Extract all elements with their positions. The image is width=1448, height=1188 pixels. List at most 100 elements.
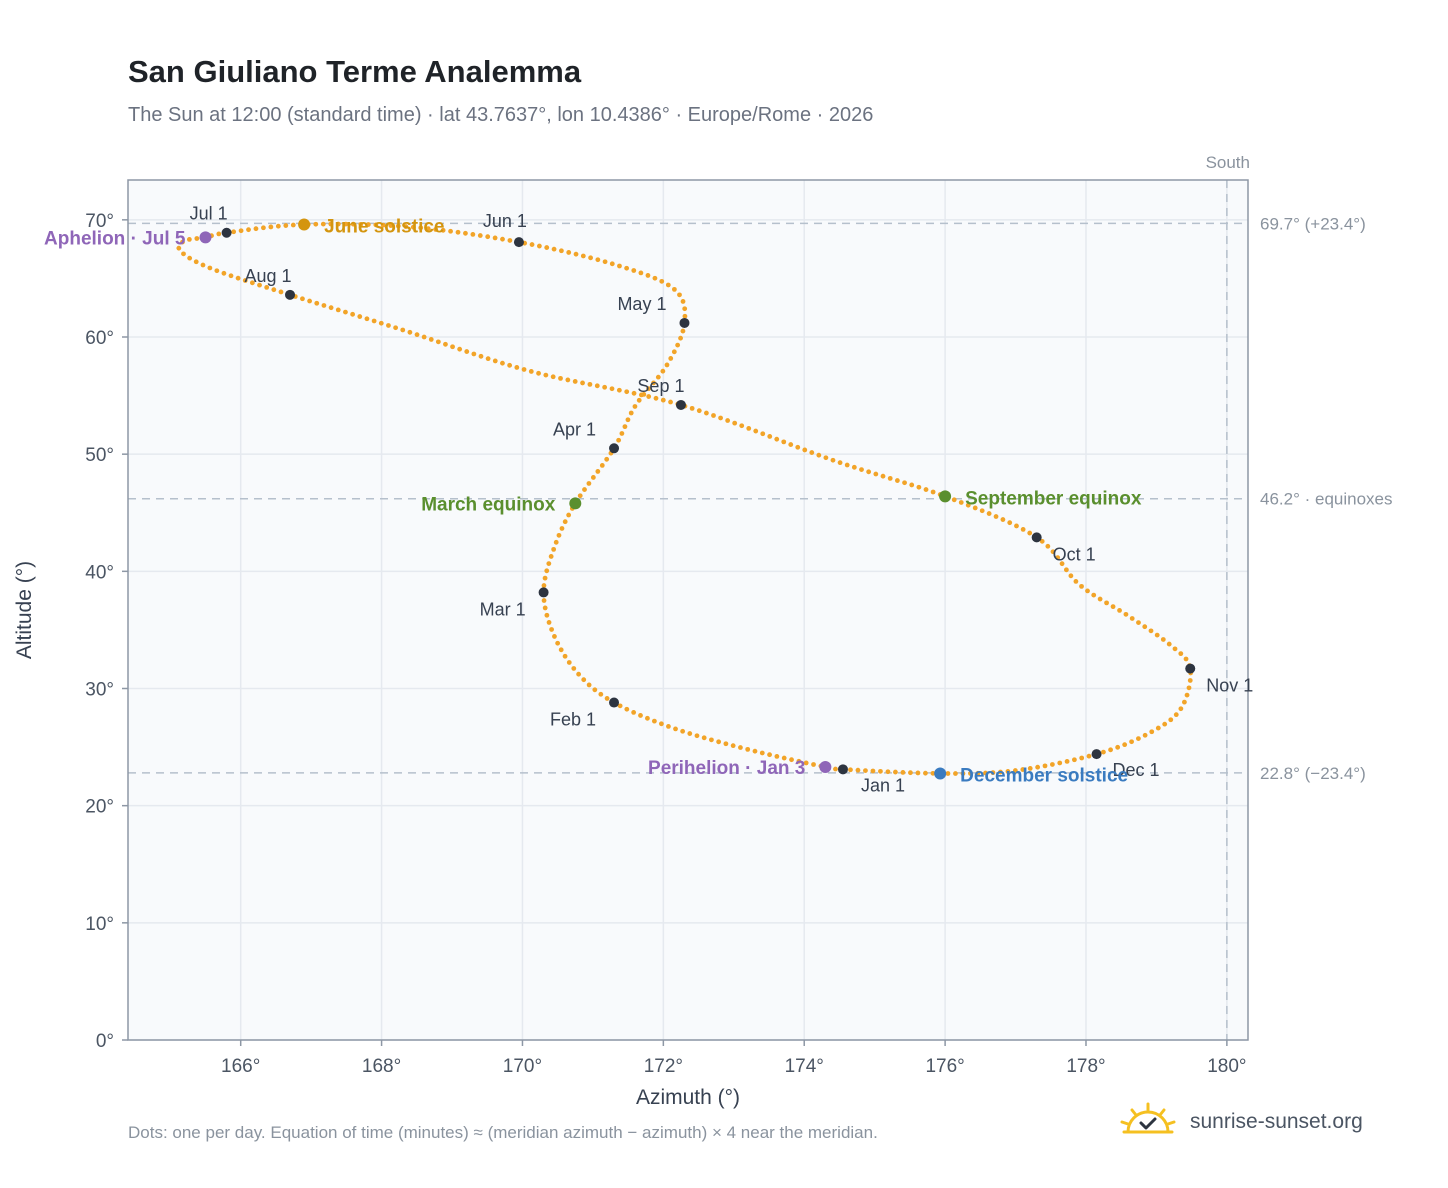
month-label-may-1: May 1 <box>617 294 666 314</box>
event-marker-aphelion-jul-5 <box>199 231 212 244</box>
day-dot <box>328 221 334 227</box>
day-dot <box>343 221 349 227</box>
day-dot <box>624 706 630 712</box>
day-dot <box>541 598 547 603</box>
month-markers: Jan 1 Feb 1 Mar 1 Apr 1 May 1 Jun 1 Jul 1 Aug 1… <box>190 204 1254 796</box>
day-dot <box>562 653 568 659</box>
day-dot <box>364 316 370 322</box>
day-dot <box>1122 742 1128 748</box>
day-dot <box>631 390 637 396</box>
day-dot <box>407 329 413 335</box>
month-marker-aug-1 <box>285 289 296 300</box>
day-dot <box>664 362 670 368</box>
day-dot <box>624 389 630 395</box>
day-dot <box>314 300 320 306</box>
day-dot <box>998 769 1003 775</box>
day-dot <box>1172 646 1178 652</box>
day-dot <box>1014 523 1019 529</box>
day-dot <box>1186 685 1192 691</box>
day-dot <box>328 305 334 311</box>
day-dot <box>968 771 973 776</box>
month-marker-may-1 <box>679 317 690 328</box>
day-dot <box>410 224 416 230</box>
day-dot <box>595 257 601 263</box>
day-dot <box>1068 573 1074 579</box>
day-dot <box>388 223 394 228</box>
day-dot <box>1160 637 1166 642</box>
day-dot <box>1049 762 1055 767</box>
day-dot <box>837 460 843 466</box>
day-dot <box>1162 721 1168 727</box>
day-dot <box>471 351 477 357</box>
day-dot <box>485 356 491 362</box>
day-dot <box>960 771 966 776</box>
month-label-sep-1: Sep 1 <box>637 376 684 396</box>
day-dot <box>1020 767 1026 772</box>
day-dot <box>682 306 688 312</box>
event-label-december-solstice: December solstice <box>960 765 1128 786</box>
day-dot <box>187 255 193 261</box>
day-dot <box>581 677 587 683</box>
day-dot <box>550 374 556 380</box>
day-dot <box>380 222 386 228</box>
day-dot <box>1027 766 1033 771</box>
day-dot <box>194 236 200 241</box>
day-dot <box>1101 749 1106 755</box>
chart-subtitle: The Sun at 12:00 (standard time) · lat 4… <box>128 104 874 126</box>
footnote: Dots: one per day. Equation of time (min… <box>128 1123 878 1142</box>
day-dot <box>680 328 686 334</box>
day-dot <box>1149 729 1155 735</box>
day-dot <box>885 769 891 775</box>
brand-name[interactable]: sunrise-sunset.org <box>1190 1109 1363 1133</box>
day-dot <box>716 739 722 745</box>
brand[interactable]: sunrise-sunset.org <box>1120 1102 1363 1141</box>
day-dot <box>641 392 647 397</box>
day-dot <box>696 408 702 414</box>
day-dot <box>1073 579 1079 584</box>
day-dot <box>400 327 406 333</box>
day-dot <box>638 270 644 276</box>
day-dot <box>965 502 971 508</box>
day-dot <box>268 224 274 230</box>
day-dot <box>343 309 348 315</box>
day-dot <box>521 367 527 372</box>
day-dot <box>609 261 615 267</box>
x-tick-label: 174° <box>785 1056 824 1077</box>
month-label-nov-1: Nov 1 <box>1206 676 1253 696</box>
day-dot <box>257 282 262 288</box>
day-dot <box>1039 538 1045 544</box>
x-tick-label: 168° <box>362 1056 401 1077</box>
day-dot <box>566 512 572 518</box>
day-dot <box>660 397 666 403</box>
day-dot <box>1057 760 1063 766</box>
day-dot <box>767 752 772 758</box>
day-dot <box>536 243 542 249</box>
day-dot <box>796 758 802 764</box>
day-dot <box>908 770 913 776</box>
day-dot <box>253 226 259 232</box>
day-dot <box>636 397 642 403</box>
y-tick-label: 10° <box>85 914 114 935</box>
day-dot <box>823 455 829 461</box>
day-dot <box>393 325 399 331</box>
day-dot <box>1187 678 1193 683</box>
day-dot <box>587 381 593 387</box>
event-label-perihelion-jan-3: Perihelion · Jan 3 <box>648 758 805 779</box>
month-label-jun-1: Jun 1 <box>483 211 527 231</box>
day-dot <box>1184 692 1190 698</box>
day-dot <box>562 519 568 525</box>
day-dot <box>428 337 434 342</box>
day-dot <box>993 514 999 519</box>
day-dot <box>830 457 836 463</box>
day-dot <box>802 447 808 453</box>
day-dot <box>1091 592 1097 598</box>
day-dot <box>625 417 631 423</box>
day-dot <box>455 229 461 235</box>
day-dot <box>870 768 876 774</box>
day-dot <box>660 368 666 374</box>
day-dot <box>1012 768 1018 773</box>
day-dot <box>1027 530 1033 536</box>
day-dot <box>598 691 604 697</box>
day-dot <box>371 318 377 324</box>
day-dot <box>671 286 677 292</box>
